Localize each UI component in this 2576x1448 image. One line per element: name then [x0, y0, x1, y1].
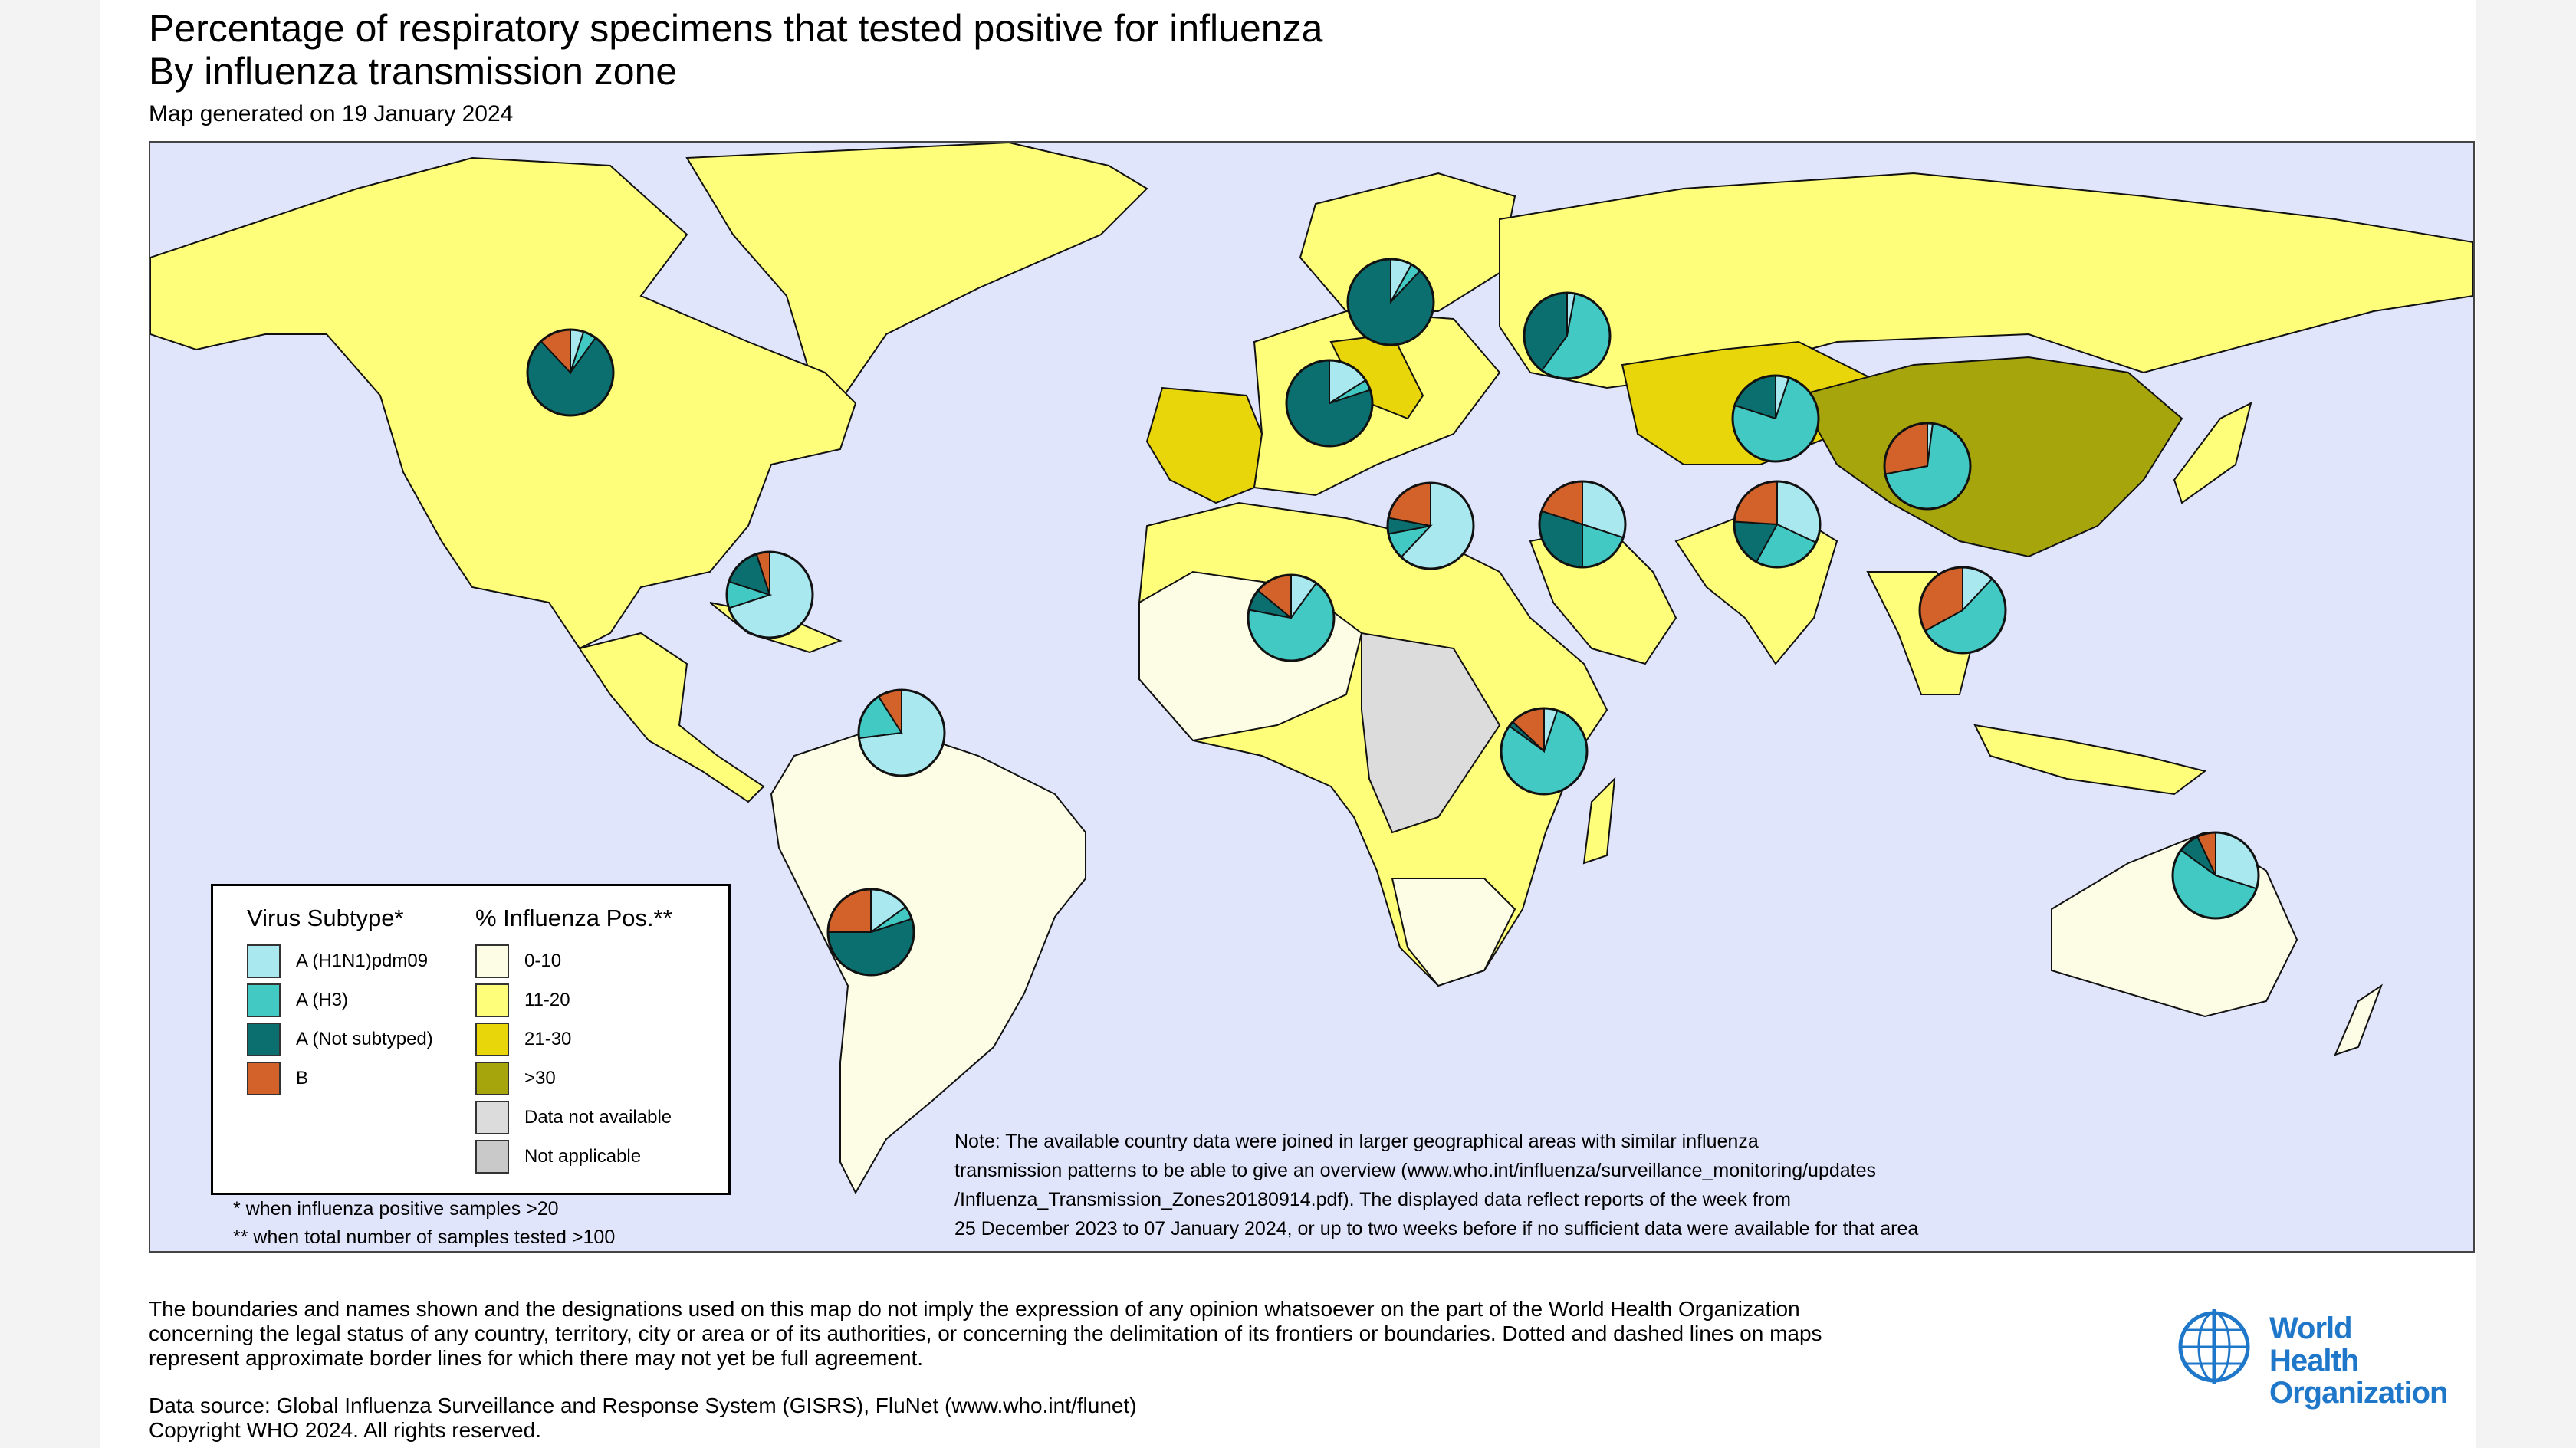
data-source: Data source: Global Influenza Surveillan… — [149, 1394, 1137, 1443]
pie-northern-africa — [1386, 481, 1475, 570]
b-swatch — [247, 1062, 281, 1095]
pie-oceania — [2171, 831, 2260, 920]
pie-outline — [1733, 480, 1822, 569]
note-line: /Influenza_Transmission_Zones20180914.pd… — [955, 1189, 1791, 1210]
disclaimer-line: The boundaries and names shown and the d… — [149, 1297, 1800, 1321]
pie-outline — [1346, 258, 1435, 346]
legend-box: Virus Subtype* % Influenza Pos.** A (H1N… — [211, 884, 731, 1195]
pie-south-east-asia — [1918, 566, 2007, 655]
legend-subtype-h1n1: A (H1N1)pdm09 — [247, 944, 428, 978]
legend-subtype-b: B — [247, 1062, 308, 1095]
legend-pos-11-20: 11-20 — [475, 983, 570, 1017]
pie-outline — [1883, 422, 1972, 511]
legend-label: 0-10 — [524, 951, 562, 971]
russia — [1499, 172, 2473, 389]
pie-outline — [826, 888, 915, 977]
legend-label: A (H1N1)pdm09 — [296, 951, 429, 971]
map-subtitle: By influenza transmission zone — [149, 50, 678, 93]
disclaimer: The boundaries and names shown and the d… — [149, 1297, 2065, 1371]
map-canvas — [150, 143, 2473, 1195]
pie-outline — [2171, 831, 2260, 920]
legend-label: Data not available — [524, 1107, 672, 1128]
legend-pos-gt30: >30 — [475, 1062, 556, 1095]
copyright-line: Copyright WHO 2024. All rights reserved. — [149, 1418, 541, 1442]
pie-eastern-asia — [1883, 422, 1972, 511]
pie-outline — [1918, 566, 2007, 655]
pos-21-30-swatch — [475, 1023, 509, 1056]
pie-northern-europe — [1346, 258, 1435, 346]
pie-outline — [725, 550, 814, 639]
disclaimer-line: represent approximate border lines for w… — [149, 1346, 924, 1370]
legend-label: 21-30 — [524, 1029, 572, 1049]
legend-pos-21-30: 21-30 — [475, 1023, 571, 1056]
pie-central-asia — [1731, 374, 1820, 463]
legend-pos-0-10: 0-10 — [475, 944, 561, 978]
who-emblem-icon — [2178, 1309, 2250, 1384]
pos-11-20-swatch — [475, 983, 509, 1017]
pie-outline — [1731, 374, 1820, 463]
legend-not-applicable: Not applicable — [475, 1140, 641, 1174]
world-map — [149, 141, 2475, 1253]
pie-outline — [1523, 291, 1612, 380]
legend-label: Not applicable — [524, 1146, 642, 1167]
pie-central-america-and-caribbean — [725, 550, 814, 639]
map-note: Note: The available country data were jo… — [955, 1127, 2028, 1243]
h1n1-swatch — [247, 944, 281, 978]
pie-eastern-africa — [1500, 707, 1589, 796]
note-line: 25 December 2023 to 07 January 2024, or … — [955, 1218, 1919, 1240]
pie-outline — [1538, 480, 1627, 569]
who-name: World Health Organization — [2269, 1312, 2448, 1410]
eastern-asia — [1797, 356, 2252, 558]
legend-label: 11-20 — [524, 990, 570, 1010]
pie-outline — [526, 328, 615, 417]
not-subtyped-swatch — [247, 1023, 281, 1056]
virus-subtype-header: Virus Subtype* — [247, 905, 404, 931]
footnote-positive-samples: * when influenza positive samples >20 — [233, 1198, 559, 1220]
influenza-positivity-header: % Influenza Pos.** — [475, 905, 672, 931]
pie-tropical-south-america — [857, 688, 946, 777]
pie-south-west-europe — [1285, 359, 1374, 448]
h3-swatch — [247, 983, 281, 1017]
data-not-available-swatch — [475, 1101, 509, 1134]
south-america — [770, 724, 1086, 1195]
pie-outline — [1247, 573, 1336, 662]
note-line: Note: The available country data were jo… — [955, 1131, 1759, 1152]
footnote-samples-tested: ** when total number of samples tested >… — [233, 1226, 616, 1248]
south-east-asia — [1866, 571, 2207, 796]
pie-outline — [1386, 481, 1475, 570]
who-name-line2: Organization — [2269, 1376, 2448, 1410]
pie-western-africa — [1247, 573, 1336, 662]
legend-label: >30 — [524, 1068, 556, 1088]
generated-date: Map generated on 19 January 2024 — [149, 101, 514, 126]
pos-0-10-swatch — [475, 944, 509, 978]
legend-subtype-not-subtyped: A (Not subtyped) — [247, 1023, 433, 1056]
legend-data-not-available: Data not available — [475, 1101, 672, 1134]
pie-north-america — [526, 328, 615, 417]
map-title: Percentage of respiratory specimens that… — [149, 7, 1323, 50]
greenland — [685, 143, 1148, 397]
note-line: transmission patterns to be able to give… — [955, 1160, 1877, 1181]
pie-temperate-south-america — [826, 888, 915, 977]
legend-label: A (H3) — [296, 990, 349, 1010]
pie-western-asia — [1538, 480, 1627, 569]
pos-gt30-swatch — [475, 1062, 509, 1095]
pie-outline — [1500, 707, 1589, 796]
disclaimer-line: concerning the legal status of any count… — [149, 1322, 1822, 1345]
subtype-pie-charts — [526, 258, 2260, 977]
not-applicable-swatch — [475, 1140, 509, 1174]
legend-subtype-h3: A (H3) — [247, 983, 348, 1017]
europe — [1145, 172, 1516, 504]
source-line: Data source: Global Influenza Surveillan… — [149, 1394, 1137, 1417]
legend-label: B — [296, 1068, 309, 1088]
pie-outline — [857, 688, 946, 777]
pie-outline — [1285, 359, 1374, 448]
pie-eastern-europe — [1523, 291, 1612, 380]
who-logo: World Health Organization — [2170, 1305, 2448, 1409]
who-name-line1: World Health — [2269, 1312, 2359, 1377]
pie-southern-asia — [1733, 480, 1822, 569]
legend-label: A (Not subtyped) — [296, 1029, 433, 1049]
